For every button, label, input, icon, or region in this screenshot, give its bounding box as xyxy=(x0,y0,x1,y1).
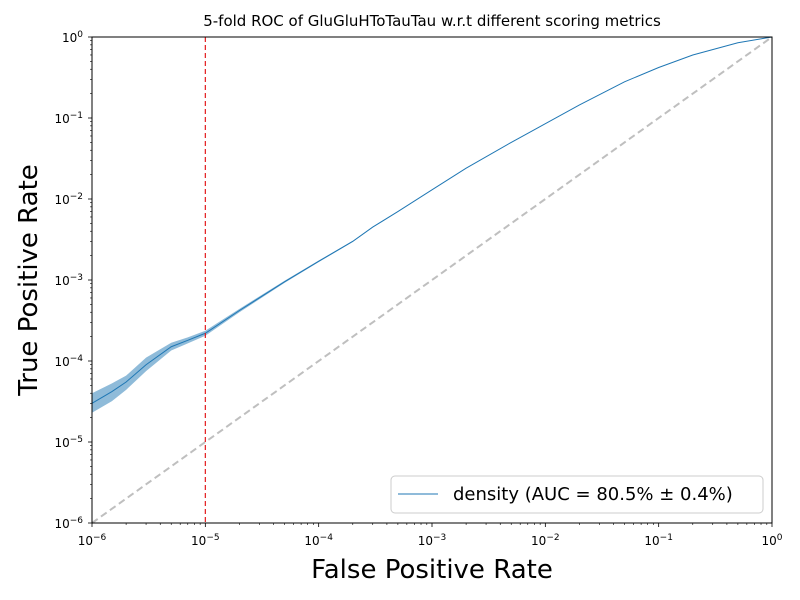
y-axis-ticks: 10−6 10−5 10−4 10−3 10−2 10−1 100 xyxy=(54,30,92,531)
chart-title: 5-fold ROC of GluGluHToTauTau w.r.t diff… xyxy=(203,12,661,30)
y-tick-label-0: 10−6 xyxy=(54,516,83,531)
x-tick-label-2: 10−4 xyxy=(304,533,333,548)
plot-area xyxy=(91,36,773,524)
legend-label-density: density (AUC = 80.5% ± 0.4%) xyxy=(453,484,733,505)
x-tick-label-4: 10−2 xyxy=(531,533,560,548)
x-axis-title: False Positive Rate xyxy=(311,555,553,585)
series-0-roc-line xyxy=(91,36,773,404)
x-tick-label-1: 10−5 xyxy=(191,533,220,548)
reference-diagonal-line xyxy=(91,36,773,524)
x-tick-label-6: 100 xyxy=(761,533,782,548)
y-tick-label-3: 10−3 xyxy=(54,273,83,288)
legend-box xyxy=(390,475,764,514)
y-tick-label-2: 10−4 xyxy=(54,354,83,369)
y-axis-title: True Positive Rate xyxy=(14,164,44,397)
y-tick-label-4: 10−2 xyxy=(54,192,83,207)
legend: density (AUC = 80.5% ± 0.4%) xyxy=(390,475,764,514)
y-tick-label-1: 10−5 xyxy=(54,435,83,450)
x-axis-ticks: 10−6 10−5 10−4 10−3 10−2 10−1 100 xyxy=(78,523,783,548)
y-tick-label-6: 100 xyxy=(62,30,83,45)
x-tick-label-0: 10−6 xyxy=(78,533,107,548)
x-tick-label-5: 10−1 xyxy=(644,533,673,548)
y-tick-label-5: 10−1 xyxy=(54,111,83,126)
x-tick-label-3: 10−3 xyxy=(418,533,447,548)
